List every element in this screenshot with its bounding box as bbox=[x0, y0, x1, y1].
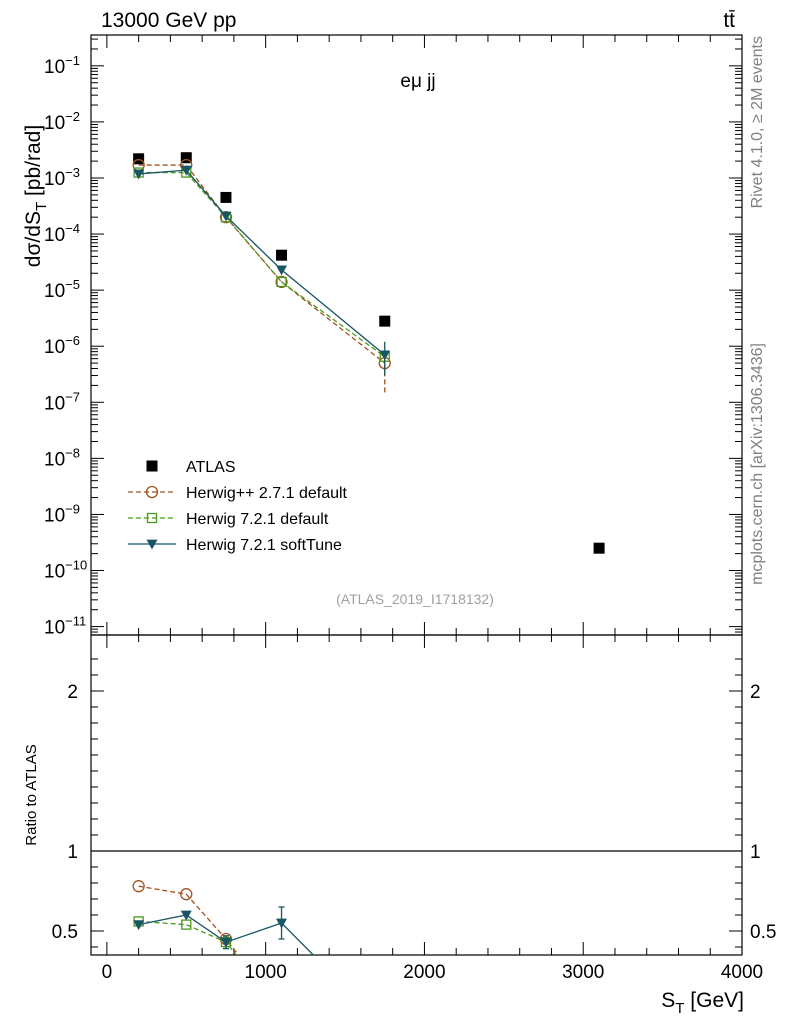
legend-label: Herwig 7.2.1 softTune bbox=[186, 537, 342, 554]
legend-item-herwig-2-7-1-default: Herwig++ 2.7.1 default bbox=[128, 485, 348, 502]
ratio-y-tick-label-right: 1 bbox=[750, 842, 761, 863]
y-tick-label: 10−2 bbox=[44, 109, 80, 134]
ratio-y-tick-label: 2 bbox=[67, 682, 78, 703]
ratio-point-herwig-7-2-1-softtune bbox=[180, 910, 192, 921]
legend-marker bbox=[146, 539, 158, 550]
ratio-point-herwig-7-2-1-default bbox=[181, 919, 192, 930]
point-atlas bbox=[379, 315, 391, 327]
y-tick-label: 10−6 bbox=[44, 333, 80, 358]
series-line-herwig-2-7-1-default bbox=[138, 164, 386, 364]
point-herwig-7-2-1-softtune bbox=[180, 165, 192, 176]
legend-item-herwig-7-2-1-default: Herwig 7.2.1 default bbox=[128, 511, 329, 528]
point-herwig-7-2-1-softtune bbox=[133, 169, 145, 180]
point-herwig-7-2-1-softtune bbox=[276, 265, 288, 276]
point-atlas bbox=[180, 152, 192, 164]
legend: ATLAS Herwig++ 2.7.1 default Herwig 7.2.1 … bbox=[128, 459, 348, 554]
y-tick-label: 10−8 bbox=[44, 445, 80, 470]
legend-marker bbox=[146, 512, 158, 524]
legend-marker bbox=[145, 485, 159, 499]
y-tick-label: 10−9 bbox=[44, 501, 80, 526]
ratio-point-herwig-2-7-1-default bbox=[180, 888, 193, 901]
ratio-tick-labels: 0.5 0.5 1 1 2 2 0 1000 2000 3000 4000 bbox=[52, 682, 777, 983]
ratio-point-herwig-7-2-1-softtune bbox=[276, 918, 288, 929]
main-axis-ticks bbox=[91, 35, 743, 635]
point-atlas bbox=[133, 153, 145, 165]
main-y-tick-labels: 10−1 10−2 10−3 10−4 10−5 10−6 10−7 10−8 10−9 10−1… bbox=[44, 53, 87, 639]
ratio-point-herwig-2-7-1-default bbox=[132, 880, 145, 893]
ratio-point-herwig-7-2-1-softtune bbox=[133, 920, 145, 931]
y-tick-label: 10−11 bbox=[44, 614, 86, 639]
x-tick-label: 2000 bbox=[403, 962, 445, 983]
legend-label: Herwig 7.2.1 default bbox=[186, 511, 329, 528]
x-tick-label: 3000 bbox=[562, 962, 604, 983]
series-line-herwig-7-2-1-softtune bbox=[138, 169, 386, 356]
legend-marker bbox=[146, 460, 158, 472]
y-tick-label: 10−4 bbox=[44, 221, 80, 246]
legend-label: Herwig++ 2.7.1 default bbox=[186, 485, 348, 502]
series-line-herwig-7-2-1-default bbox=[138, 171, 386, 358]
y-tick-label: 10−7 bbox=[44, 389, 80, 414]
chart-title: eμ jj bbox=[400, 71, 435, 92]
analysis-watermark: (ATLAS_2019_I1718132) bbox=[336, 591, 494, 607]
y-tick-label: 10−1 bbox=[44, 53, 80, 78]
energy-label: 13000 GeV pp bbox=[101, 9, 236, 32]
x-tick-label: 4000 bbox=[721, 962, 763, 983]
x-tick-label: 0 bbox=[102, 962, 113, 983]
main-panel: 10−1 10−2 10−3 10−4 10−5 10−6 10−7 10−8 10−9 10−1… bbox=[22, 34, 743, 639]
y-tick-label: 10−10 bbox=[44, 558, 87, 583]
ratio-y-tick-label: 1 bbox=[67, 842, 78, 863]
main-data bbox=[132, 152, 605, 554]
x-axis-label: ST [GeV] bbox=[661, 989, 744, 1017]
y-tick-label: 10−3 bbox=[44, 165, 80, 190]
ratio-data bbox=[132, 880, 314, 955]
point-herwig-7-2-1-default bbox=[276, 276, 287, 288]
ratio-frame bbox=[90, 634, 743, 956]
ratio-line-herwig-2-7-1-default bbox=[138, 885, 240, 955]
legend-label: ATLAS bbox=[186, 459, 236, 476]
ratio-panel: 0.5 0.5 1 1 2 2 0 1000 2000 3000 4000 Ratio to ATL… bbox=[23, 634, 777, 1017]
x-tick-label: 1000 bbox=[245, 962, 287, 983]
main-y-axis-label: dσ/dST [pb/rad] bbox=[22, 125, 50, 267]
point-herwig-7-2-1-softtune bbox=[220, 211, 232, 222]
point-herwig-2-7-1-default bbox=[275, 275, 288, 289]
rivet-label: Rivet 4.1.0, ≥ 2M events bbox=[749, 36, 766, 208]
ratio-axis-ticks bbox=[91, 635, 743, 955]
process-label: tt̄ bbox=[723, 9, 735, 32]
mcplots-label: mcplots.cern.ch [arXiv:1306.3436] bbox=[749, 343, 766, 585]
ratio-point-herwig-7-2-1-softtune bbox=[220, 937, 232, 948]
ratio-y-tick-label-right: 2 bbox=[750, 682, 761, 703]
point-atlas bbox=[276, 249, 288, 261]
legend-item-herwig-7-2-1-softtune: Herwig 7.2.1 softTune bbox=[128, 537, 342, 554]
point-atlas bbox=[593, 542, 605, 554]
point-herwig-7-2-1-softtune bbox=[379, 350, 391, 361]
y-tick-label: 10−5 bbox=[44, 277, 80, 302]
ratio-y-axis-label: Ratio to ATLAS bbox=[23, 744, 40, 845]
legend-item-atlas: ATLAS bbox=[146, 459, 236, 476]
ratio-y-tick-label: 0.5 bbox=[52, 922, 78, 943]
ratio-y-tick-label-right: 0.5 bbox=[750, 922, 776, 943]
point-atlas bbox=[220, 191, 232, 203]
